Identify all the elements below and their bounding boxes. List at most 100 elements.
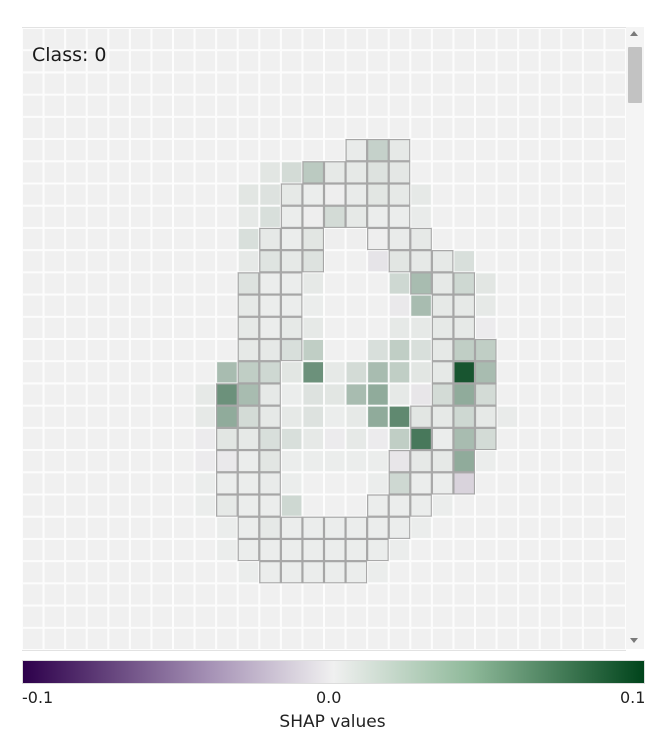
heatmap-cell-r15-c23 [518,361,540,384]
heatmap-cell-r22-c15 [345,516,368,540]
heatmap-cell-r5-c26 [582,139,605,162]
heatmap-cell-r21-c20 [453,494,475,517]
heatmap-cell-r7-c21 [475,183,497,206]
heatmap-cell-r9-c2 [65,227,87,251]
heatmap-cell-r3-c4 [108,94,130,117]
heatmap-cell-r8-c15 [345,205,368,229]
heatmap-cell-r16-c20 [453,383,476,406]
heatmap-cell-r10-c16 [367,250,389,273]
heatmap-cell-r25-c7 [173,583,195,606]
heatmap-cell-r22-c13 [302,516,325,540]
heatmap-cell-r11-c14 [324,272,346,295]
heatmap-cell-r24-c27 [604,561,626,584]
heatmap-cell-r0-c25 [561,28,583,51]
heatmap-cell-r1-c1 [43,50,66,73]
heatmap-cell-r2-c17 [388,72,411,95]
heatmap-cell-r5-c21 [475,139,497,162]
heatmap-cell-r5-c8 [194,139,217,162]
heatmap-cell-r19-c25 [561,450,583,473]
heatmap-cell-r21-c8 [194,494,217,517]
heatmap-cell-r25-c6 [151,583,173,606]
heatmap-cell-r15-c13 [302,361,324,384]
heatmap-cell-r18-c21 [474,427,497,451]
heatmap-cell-r23-c3 [86,538,109,562]
shap-heatmap [22,28,626,650]
heatmap-cell-r14-c25 [561,339,583,362]
heatmap-cell-r20-c13 [302,472,324,495]
heatmap-cell-r25-c16 [367,583,389,606]
heatmap-cell-r26-c11 [259,605,281,628]
heatmap-cell-r17-c22 [496,405,519,428]
heatmap-cell-r0-c20 [453,28,475,51]
heatmap-cell-r21-c12 [280,494,303,517]
heatmap-cell-r9-c19 [431,227,454,251]
heatmap-cell-r15-c15 [345,361,368,384]
heatmap-cell-r12-c24 [539,294,562,317]
heatmap-cell-r2-c10 [237,72,260,95]
heatmap-cell-r21-c23 [518,494,540,517]
heatmap-cell-r6-c23 [518,161,540,184]
heatmap-cell-r21-c7 [173,494,195,517]
heatmap-cell-r25-c5 [129,583,152,606]
heatmap-cell-r9-c17 [388,227,411,251]
heatmap-cell-r25-c14 [324,583,346,606]
heatmap-cell-r10-c19 [431,250,454,273]
heatmap-cell-r22-c20 [453,516,475,539]
heatmap-cell-r13-c11 [259,316,281,340]
heatmap-cell-r21-c26 [582,494,605,517]
heatmap-cell-r16-c7 [173,383,195,406]
scroll-thumb[interactable] [628,47,642,103]
heatmap-cell-r5-c10 [237,139,260,162]
heatmap-cell-r8-c3 [86,205,109,228]
heatmap-cell-r26-c3 [86,605,109,628]
heatmap-cell-r9-c5 [129,227,152,251]
heatmap-cell-r6-c25 [561,161,583,184]
heatmap-cell-r14-c3 [86,339,109,362]
heatmap-cell-r21-c24 [539,494,562,517]
heatmap-cell-r22-c10 [237,516,260,540]
heatmap-cell-r19-c14 [324,450,346,473]
heatmap-cell-r25-c12 [280,583,303,606]
heatmap-cell-r14-c11 [259,338,281,362]
heatmap-cell-r0-c26 [582,28,605,51]
heatmap-cell-r27-c20 [453,627,475,650]
heatmap-cell-r2-c13 [302,72,324,95]
heatmap-cell-r26-c18 [410,605,432,628]
heatmap-cell-r19-c8 [194,450,217,473]
heatmap-cell-r5-c17 [388,138,411,162]
heatmap-cell-r25-c11 [259,583,281,606]
heatmap-cell-r8-c20 [453,205,475,228]
scroll-down-arrow-icon[interactable] [630,638,638,643]
heatmap-cell-r12-c12 [280,294,303,317]
heatmap-cell-r18-c9 [216,427,238,451]
heatmap-cell-r26-c24 [539,605,562,628]
vertical-scrollbar[interactable] [626,27,644,649]
scroll-up-arrow-icon[interactable] [630,31,638,36]
heatmap-cell-r23-c20 [453,538,475,562]
heatmap-cell-r24-c20 [453,561,475,584]
heatmap-cell-r1-c19 [431,50,454,73]
heatmap-cell-r9-c8 [194,227,217,251]
heatmap-cell-r4-c7 [173,116,195,140]
heatmap-cell-r24-c25 [561,561,583,584]
heatmap-cell-r26-c17 [388,605,411,628]
heatmap-cell-r15-c4 [108,361,130,384]
heatmap-cell-r13-c6 [151,316,173,340]
heatmap-cell-r13-c26 [582,316,605,340]
heatmap-cell-r6-c11 [259,161,281,184]
heatmap-cell-r7-c2 [65,183,87,206]
heatmap-cell-r18-c12 [280,427,303,451]
heatmap-cell-r1-c25 [561,50,583,73]
heatmap-cell-r26-c10 [237,605,260,628]
heatmap-cell-r22-c1 [43,516,66,539]
heatmap-cell-r16-c15 [345,383,368,406]
heatmap-cell-r3-c25 [561,94,583,117]
heatmap-cell-r3-c11 [259,94,281,117]
heatmap-cell-r23-c26 [582,538,605,562]
heatmap-cell-r18-c16 [367,427,389,451]
heatmap-cell-r3-c26 [582,94,605,117]
heatmap-cell-r5-c27 [604,139,626,162]
heatmap-cell-r13-c2 [65,316,87,340]
heatmap-cell-r23-c13 [302,538,325,562]
heatmap-cell-r24-c18 [410,561,432,584]
